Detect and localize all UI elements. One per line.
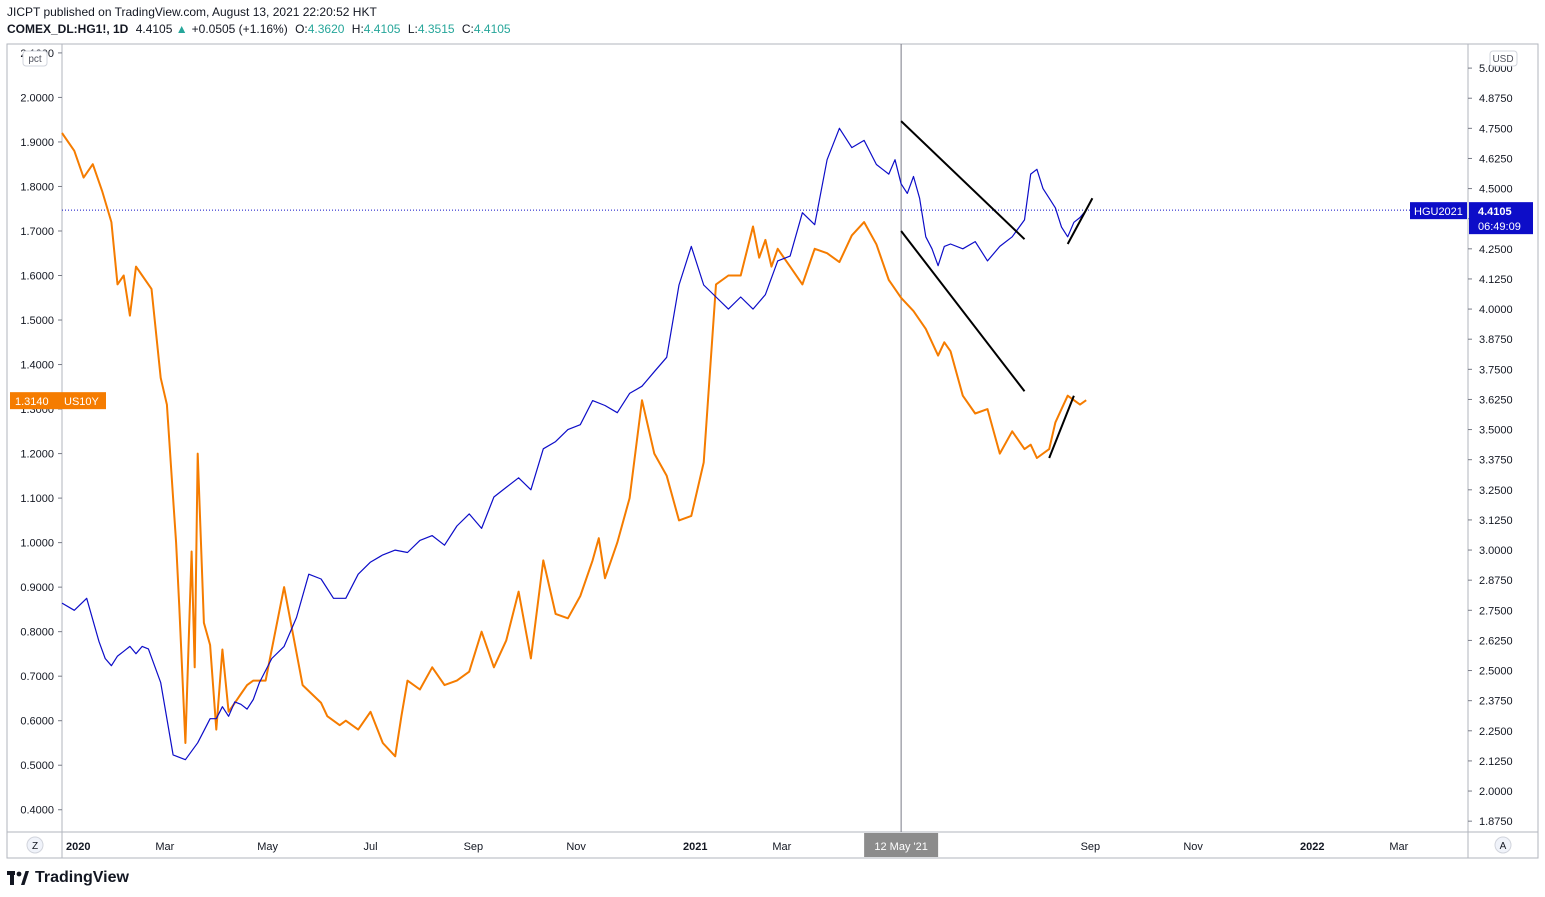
left-axis-tick-label: 1.6000 [20,271,54,283]
right-axis-tick-label: 3.1250 [1479,515,1513,527]
low-label: L: [407,22,418,36]
right-axis-tick-label: 3.5000 [1479,425,1513,437]
left-unit-label: pct [28,54,42,65]
auto-scale-a-label: A [1500,841,1507,852]
last-price: 4.4105 [135,22,173,36]
left-axis-tick-label: 1.1000 [20,493,54,505]
hgu-price-box [1469,202,1533,235]
time-axis-label: Mar [1389,841,1408,853]
right-axis-tick-label: 2.7500 [1479,605,1513,617]
series-line-hgu2021 [61,127,1087,761]
right-axis-tick-label: 4.0000 [1479,304,1513,316]
hgu-label-value: 4.4105 [1478,206,1512,218]
left-axis-tick-label: 0.7000 [20,671,54,683]
right-axis-tick-label: 2.5000 [1479,666,1513,678]
right-axis-tick-label: 4.8750 [1479,93,1513,105]
symbol-legend: COMEX_DL:HG1!, 1D 4.4105 ▲ +0.0505 (+1.16… [7,22,511,36]
right-axis-tick-label: 4.5000 [1479,184,1513,196]
right-axis-tick-label: 2.6250 [1479,635,1513,647]
left-axis-tick-label: 1.8000 [20,181,54,193]
close-label: C: [461,22,474,36]
brand-name: TradingView [35,869,129,886]
left-axis-tick-label: 1.5000 [20,315,54,327]
left-axis-tick-label: 0.5000 [20,760,54,772]
change-arrow-icon: ▲ [175,22,188,36]
trend-line[interactable] [900,120,1026,240]
left-unit-box [22,50,48,67]
right-axis-tick-label: 2.3750 [1479,696,1513,708]
trend-line[interactable] [1066,197,1094,245]
auto-scale-z-label: Z [32,841,38,852]
time-axis-label: 2021 [683,841,707,853]
right-unit-label: USD [1492,54,1513,65]
auto-scale-a-button[interactable] [1494,836,1512,854]
tradingview-logo-icon [7,871,29,885]
right-axis-tick-label: 1.8750 [1479,816,1513,828]
auto-scale-z-button[interactable] [26,836,44,854]
left-axis-tick-label: 0.9000 [20,582,54,594]
time-axis-label: 2020 [66,841,90,853]
right-axis-tick-label: 3.8750 [1479,334,1513,346]
time-axis-label: Sep [464,841,484,853]
left-axis-tick-label: 2.0000 [20,92,54,104]
symbol-name[interactable]: COMEX_DL:HG1!, 1D [7,22,129,36]
right-axis-tick-label: 4.2500 [1479,244,1513,256]
us10y-label-box [10,392,106,410]
hgu-label-name: HGU2021 [1414,206,1463,218]
hgu-label-time: 06:49:09 [1478,221,1521,233]
left-axis-tick-label: 1.9000 [20,137,54,149]
time-axis-label: Nov [1183,841,1203,853]
high-label: H: [351,22,364,36]
close-value: 4.4105 [473,22,511,36]
crosshair-date-box [864,833,939,857]
time-axis-label: Nov [566,841,586,853]
tradingview-footer: TradingView [7,869,129,887]
open-label: O: [295,22,308,36]
right-axis-tick-label: 3.0000 [1479,545,1513,557]
right-axis-tick-label: 4.1250 [1479,274,1513,286]
chart-frame [6,43,1539,859]
right-axis-tick-label: 3.3750 [1479,455,1513,467]
time-axis-label: Mar [772,841,791,853]
left-axis-tick-label: 0.8000 [20,627,54,639]
right-axis-tick-label: 3.6250 [1479,394,1513,406]
time-axis-label: May [257,841,278,853]
right-unit-box [1489,50,1518,67]
hgu-name-box [1410,202,1467,220]
high-value: 4.4105 [363,22,401,36]
right-axis-tick-label: 2.2500 [1479,726,1513,738]
published-line: JICPT published on TradingView.com, Augu… [7,5,377,19]
right-axis-tick-label: 3.7500 [1479,364,1513,376]
left-axis-tick-label: 1.4000 [20,360,54,372]
right-axis-tick-label: 2.0000 [1479,786,1513,798]
trend-line[interactable] [1048,395,1075,459]
low-value: 4.3515 [417,22,455,36]
left-axis-tick-label: 0.4000 [20,805,54,817]
open-value: 4.3620 [307,22,345,36]
right-axis-tick-label: 4.6250 [1479,153,1513,165]
time-axis-label: Sep [1081,841,1101,853]
right-axis-tick-label: 3.2500 [1479,485,1513,497]
us10y-label-value: 1.3140 [15,396,49,408]
series-line-us10y [61,132,1087,758]
time-axis-label: Jul [363,841,377,853]
time-axis-label: Mar [155,841,174,853]
crosshair-date-label: 12 May '21 [874,841,927,853]
left-axis-tick-label: 1.0000 [20,538,54,550]
right-axis-tick-label: 2.1250 [1479,756,1513,768]
left-axis-tick-label: 1.2000 [20,449,54,461]
change-value: +0.0505 (+1.16%) [191,22,288,36]
time-axis-label: 2022 [1300,841,1324,853]
us10y-label-name: US10Y [64,396,100,408]
trend-line[interactable] [900,230,1026,392]
right-axis-tick-label: 2.8750 [1479,575,1513,587]
left-axis-tick-label: 1.7000 [20,226,54,238]
right-axis-tick-label: 4.7500 [1479,123,1513,135]
left-axis-tick-label: 0.6000 [20,716,54,728]
